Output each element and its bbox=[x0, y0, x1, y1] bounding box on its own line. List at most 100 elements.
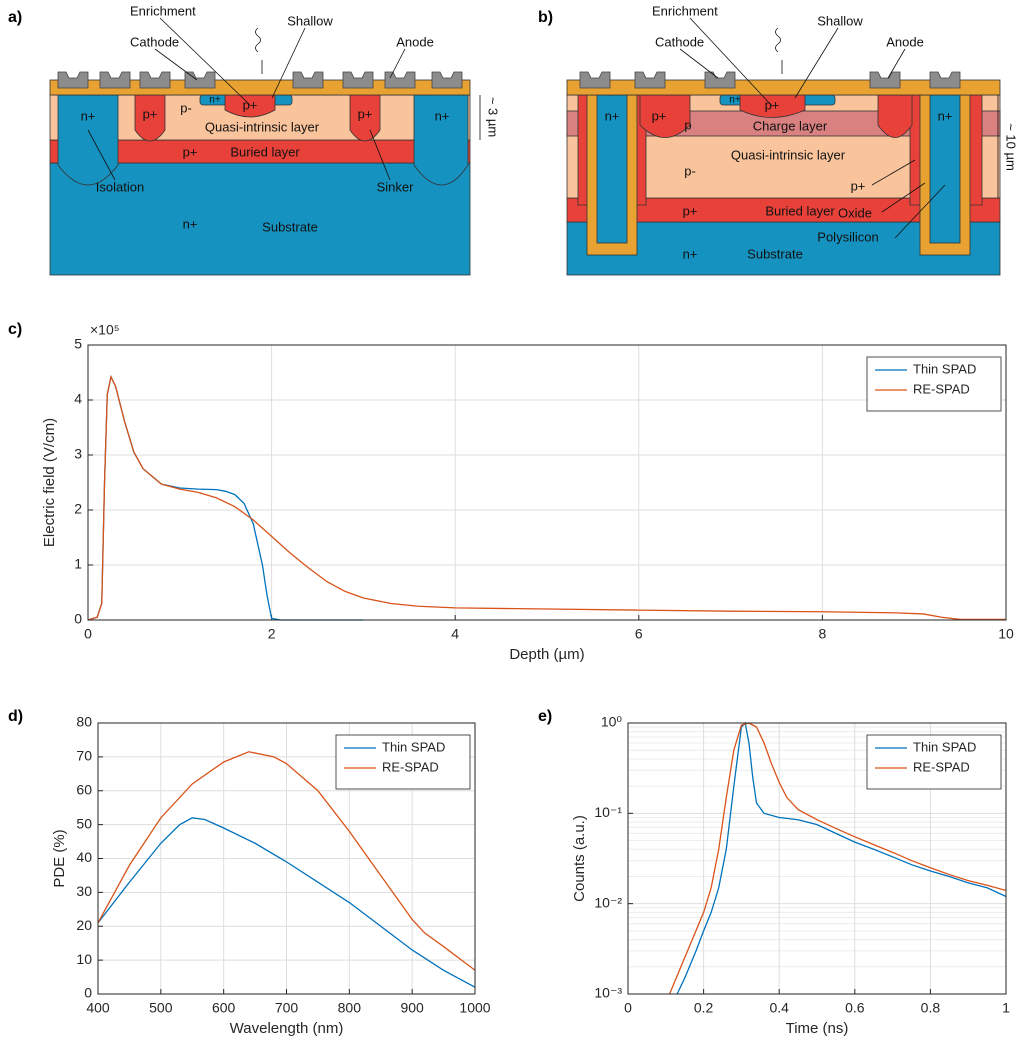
x-tick-label: 900 bbox=[400, 1000, 424, 1016]
y-tick-label: 5 bbox=[74, 336, 82, 352]
label: p+ bbox=[683, 203, 698, 218]
enrichment bbox=[224, 94, 276, 118]
sinker bbox=[349, 94, 381, 142]
label: Anode bbox=[886, 34, 924, 49]
legend-label: RE-SPAD bbox=[913, 759, 970, 774]
photon bbox=[255, 27, 263, 74]
y-tick-label: 2 bbox=[74, 501, 82, 517]
diagram-a: a) Enrichment Shallow Cathode Anode n+ p… bbox=[8, 3, 501, 276]
label: Shallow bbox=[287, 13, 333, 28]
label: Sinker bbox=[377, 179, 415, 194]
y-axis-label: Counts (a.u.) bbox=[571, 815, 588, 902]
label: Charge layer bbox=[753, 118, 828, 133]
y-tick-label: 0 bbox=[74, 611, 82, 627]
y-tick-label: 60 bbox=[76, 781, 92, 797]
axes-box bbox=[627, 722, 1007, 995]
panel-label: d) bbox=[8, 708, 23, 725]
x-tick-label: 4 bbox=[451, 626, 459, 642]
x-tick-label: 0.6 bbox=[845, 1000, 865, 1016]
diagram-b: b) Enrichment Shallow Cathode Anode n+ p… bbox=[538, 3, 1019, 276]
axes-box bbox=[97, 722, 476, 995]
polysilicon bbox=[596, 94, 628, 244]
x-tick-label: 8 bbox=[819, 626, 827, 642]
label: p+ bbox=[358, 106, 373, 121]
legend-box bbox=[866, 734, 1002, 790]
label: p- bbox=[684, 163, 696, 178]
x-tick-label: 500 bbox=[149, 1000, 173, 1016]
y-tick-label: 70 bbox=[76, 748, 92, 764]
label: Buried layer bbox=[765, 203, 835, 218]
sinker bbox=[639, 94, 691, 138]
label: p+ bbox=[143, 106, 158, 121]
x-tick-label: 0.4 bbox=[769, 1000, 789, 1016]
label: Polysilicon bbox=[817, 229, 878, 244]
label: n+ bbox=[605, 108, 620, 123]
x-tick-label: 700 bbox=[275, 1000, 299, 1016]
label: n+ bbox=[729, 95, 741, 106]
y-tick-label: 10⁰ bbox=[601, 714, 623, 730]
label: p+ bbox=[765, 97, 780, 112]
label: n+ bbox=[81, 108, 96, 123]
y-tick-label: 4 bbox=[74, 391, 82, 407]
x-tick-label: 600 bbox=[212, 1000, 236, 1016]
label: Enrichment bbox=[130, 3, 196, 18]
label: n+ bbox=[183, 216, 198, 231]
leader-lines bbox=[679, 17, 946, 239]
y-tick-label: 20 bbox=[76, 917, 92, 933]
series-line bbox=[676, 721, 1007, 995]
axes-box bbox=[87, 344, 1007, 621]
label: Isolation bbox=[96, 179, 144, 194]
y-tick-label: 10⁻³ bbox=[594, 985, 622, 1001]
y-tick-label: 40 bbox=[76, 849, 92, 865]
label: Substrate bbox=[262, 219, 318, 234]
sinker bbox=[134, 94, 166, 142]
panel-label: b) bbox=[538, 9, 553, 26]
legend-label: RE-SPAD bbox=[382, 759, 439, 774]
label: Anode bbox=[396, 34, 434, 49]
y-tick-label: 10 bbox=[76, 951, 92, 967]
axis-multiplier: ×10⁵ bbox=[90, 322, 120, 338]
label: Substrate bbox=[747, 246, 803, 261]
legend-label: Thin SPAD bbox=[382, 739, 445, 754]
y-tick-label: 50 bbox=[76, 815, 92, 831]
series-line bbox=[97, 817, 476, 988]
y-tick-label: 3 bbox=[74, 446, 82, 462]
label: p+ bbox=[243, 97, 258, 112]
isolation bbox=[57, 94, 119, 186]
series-line bbox=[87, 374, 1006, 621]
plot-area bbox=[88, 345, 1006, 620]
x-tick-label: 6 bbox=[635, 626, 643, 642]
x-tick-label: 0 bbox=[84, 626, 92, 642]
x-tick-label: 0.2 bbox=[694, 1000, 714, 1016]
y-axis-label: PDE (%) bbox=[51, 829, 68, 887]
legend-label: RE-SPAD bbox=[913, 381, 970, 396]
x-tick-label: 400 bbox=[86, 1000, 110, 1016]
x-axis-label: Depth (µm) bbox=[509, 646, 584, 663]
label: n+ bbox=[938, 108, 953, 123]
label: Enrichment bbox=[652, 3, 718, 18]
label: p+ bbox=[851, 178, 866, 193]
label: Shallow bbox=[817, 13, 863, 28]
label: p bbox=[684, 117, 691, 132]
y-tick-label: 0 bbox=[84, 985, 92, 1001]
y-tick-label: 30 bbox=[76, 883, 92, 899]
label: n+ bbox=[209, 95, 221, 106]
legend-box bbox=[335, 734, 471, 790]
isolation bbox=[413, 94, 469, 186]
leader-lines bbox=[87, 17, 406, 181]
contacts bbox=[57, 71, 463, 89]
label: p+ bbox=[652, 108, 667, 123]
label: Oxide bbox=[838, 205, 872, 220]
x-tick-label: 0 bbox=[624, 1000, 632, 1016]
photon bbox=[775, 27, 783, 74]
y-tick-label: 1 bbox=[74, 556, 82, 572]
x-tick-label: 1 bbox=[1002, 1000, 1010, 1016]
label: p- bbox=[180, 100, 192, 115]
substrate bbox=[49, 162, 471, 276]
label: Cathode bbox=[130, 34, 179, 49]
x-axis-label: Wavelength (nm) bbox=[230, 1020, 344, 1037]
label: p+ bbox=[183, 144, 198, 159]
series-line bbox=[97, 751, 476, 971]
